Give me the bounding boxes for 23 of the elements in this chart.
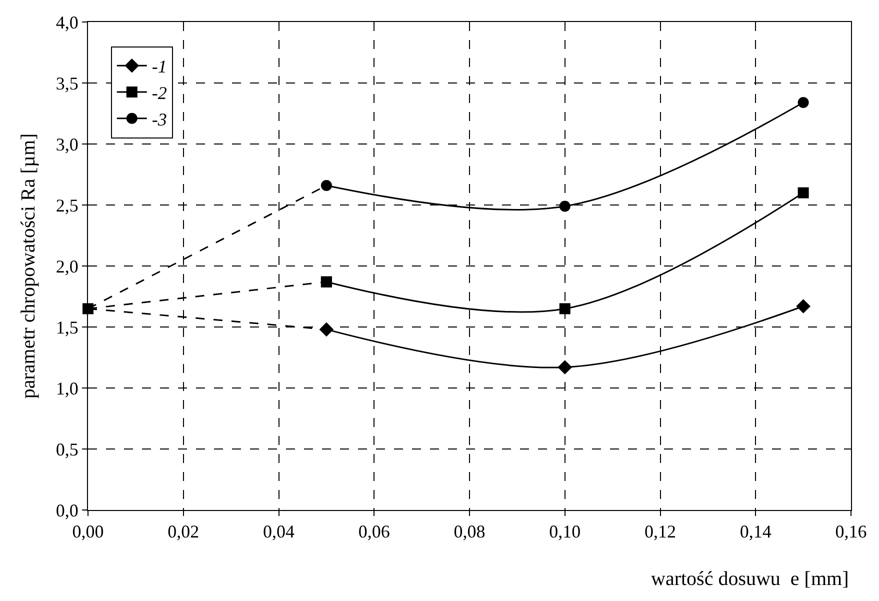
legend-label: -2 [152,83,167,104]
x-tick-label: 0,04 [263,522,294,542]
y-tick-label: 1,0 [56,378,78,398]
y-tick-label: 0,5 [56,439,78,460]
x-tick-label: 0,00 [72,522,104,542]
y-tick-label: 2,0 [56,256,78,276]
x-tick-label: 0,12 [644,522,676,542]
y-tick-label: 3,0 [56,134,78,154]
y-tick-label: 4,0 [56,12,78,32]
legend-label: -1 [152,56,167,77]
y-tick-label: 0,0 [56,500,78,520]
x-tick-label: 0,06 [358,522,390,542]
legend-label: -3 [152,109,167,130]
y-axis-title: parametr chropowatości Ra [µm] [17,133,40,399]
x-tick-label: 0,10 [549,522,581,542]
x-axis-title: wartość dosuwu e [mm] [651,568,849,590]
y-tick-label: 2,5 [56,195,78,216]
y-tick-label: 3,5 [56,73,78,94]
x-tick-label: 0,02 [168,522,200,542]
x-tick-label: 0,14 [740,522,772,542]
x-tick-label: 0,08 [454,522,486,542]
y-tick-label: 1,5 [56,317,78,338]
x-tick-label: 0,16 [835,522,867,542]
